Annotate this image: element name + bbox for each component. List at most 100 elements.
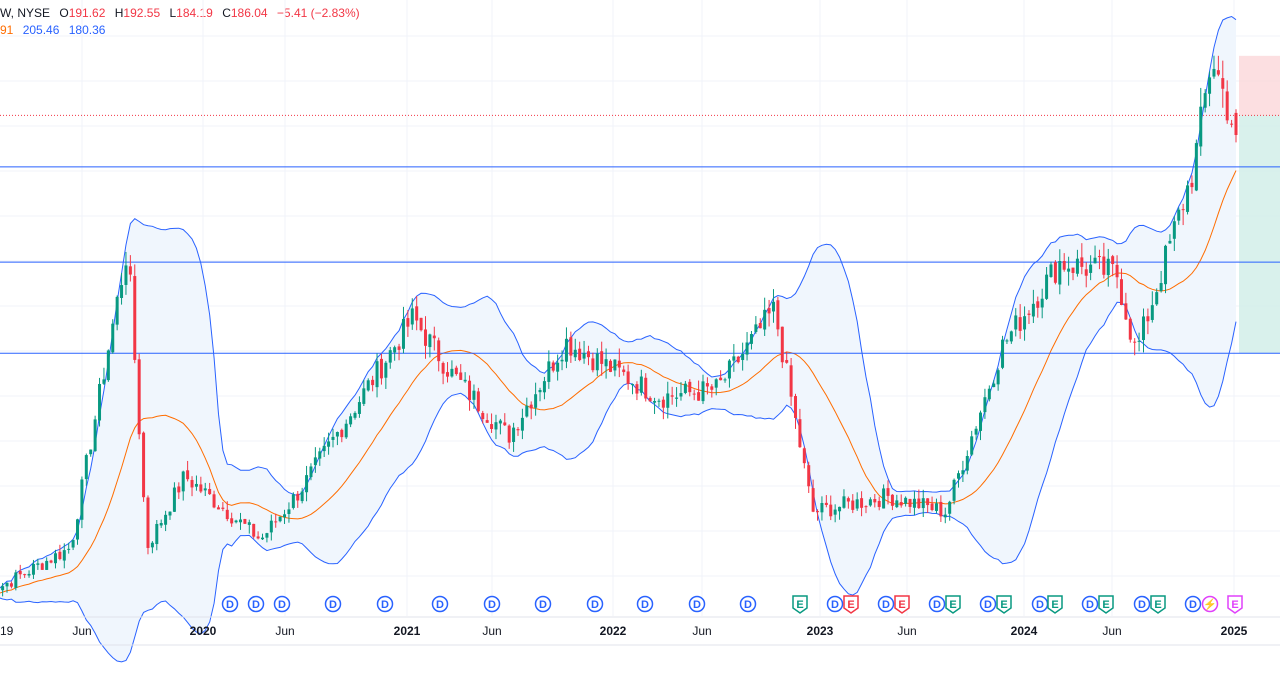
dividend-icon: [1184, 595, 1202, 613]
candle: [542, 376, 546, 400]
event-marker-label: D: [226, 599, 234, 611]
candle: [617, 348, 621, 378]
candle-body: [155, 523, 159, 545]
candle: [1097, 249, 1101, 270]
event-marker-label: D: [1189, 599, 1197, 611]
candle: [177, 482, 181, 500]
candle: [626, 364, 630, 390]
candle: [133, 264, 137, 364]
earnings-icon: [1047, 595, 1063, 614]
candle-body: [833, 509, 837, 515]
candle-body: [820, 502, 824, 513]
candle-body: [159, 523, 163, 526]
candle-body: [912, 498, 916, 508]
candle-body: [419, 317, 423, 331]
candle: [313, 447, 317, 473]
dividend-icon: [534, 595, 552, 613]
candle-body: [1036, 301, 1040, 308]
candle-body: [291, 494, 295, 508]
candle: [912, 491, 916, 516]
candle-body: [1009, 331, 1013, 342]
candle-body: [1111, 256, 1115, 265]
earnings-icon: [1098, 595, 1114, 614]
candle-body: [366, 380, 370, 391]
candle: [353, 411, 357, 420]
candle: [120, 273, 124, 305]
event-marker-label: D: [488, 599, 496, 611]
candle: [710, 384, 714, 398]
candle-body: [525, 405, 529, 417]
event-marker-label: D: [984, 599, 992, 611]
candle-body: [648, 397, 652, 402]
candle: [816, 509, 820, 521]
candle-body: [1181, 209, 1185, 211]
candle-body: [635, 384, 639, 394]
candle-body: [106, 350, 110, 381]
candle: [789, 357, 793, 406]
candle: [520, 408, 524, 440]
time-axis-tick-label: 2024: [1011, 624, 1038, 638]
candle: [648, 396, 652, 402]
candle-body: [705, 383, 709, 387]
candle: [798, 408, 802, 448]
candle-body: [423, 329, 427, 346]
event-marker-dividend: D: [273, 595, 291, 613]
candle-body: [401, 318, 405, 349]
candle: [327, 432, 331, 455]
candle: [1208, 71, 1212, 107]
candle-body: [1203, 93, 1207, 108]
candle-body: [838, 506, 842, 512]
time-axis-tick-label: Jun: [1102, 624, 1121, 638]
candle: [1177, 207, 1181, 225]
candle-body: [472, 390, 476, 400]
time-axis-tick-label: 2020: [190, 624, 217, 638]
candle: [802, 446, 806, 469]
candle-body: [943, 514, 947, 518]
candle: [1080, 243, 1084, 275]
candle: [705, 377, 709, 395]
candle-body: [349, 416, 353, 425]
earnings-icon: [996, 595, 1012, 614]
candle-body: [1045, 274, 1049, 299]
candle: [582, 340, 586, 364]
candle-body: [375, 361, 379, 388]
candle: [379, 353, 383, 385]
event-marker-label: E: [1000, 599, 1007, 611]
candle: [1027, 310, 1031, 325]
dividend-icon: [247, 595, 265, 613]
dividend-icon: [928, 595, 946, 613]
candle-body: [1067, 268, 1071, 272]
candle-body: [137, 359, 141, 435]
candle-body: [974, 428, 978, 435]
candle: [653, 397, 657, 414]
time-axis-tick-label: Jun: [275, 624, 294, 638]
event-marker-earnings_pos: E: [1098, 595, 1114, 614]
candle-body: [1221, 78, 1225, 89]
candle-body: [384, 362, 388, 378]
event-marker-label: D: [641, 599, 649, 611]
candle-body: [556, 362, 560, 372]
dividend-icon: [636, 595, 654, 613]
candle-body: [595, 353, 599, 371]
candle: [877, 496, 881, 511]
candle: [340, 428, 344, 443]
candle-body: [860, 498, 864, 508]
candle-body: [485, 420, 489, 423]
candle: [1084, 262, 1088, 288]
candle-body: [987, 388, 991, 400]
horizontal-levels: [0, 114, 1280, 354]
high-readout: H192.55: [114, 6, 161, 20]
candle: [675, 387, 679, 407]
candle: [208, 482, 212, 495]
dividend-icon: [324, 595, 342, 613]
candle: [926, 498, 930, 513]
candle: [992, 380, 996, 388]
low-readout: L184.19: [169, 6, 213, 20]
candle-body: [283, 514, 287, 518]
candle: [670, 386, 674, 405]
candle: [406, 310, 410, 337]
candle: [719, 370, 723, 381]
candle-body: [1097, 256, 1101, 258]
candle: [908, 498, 912, 514]
